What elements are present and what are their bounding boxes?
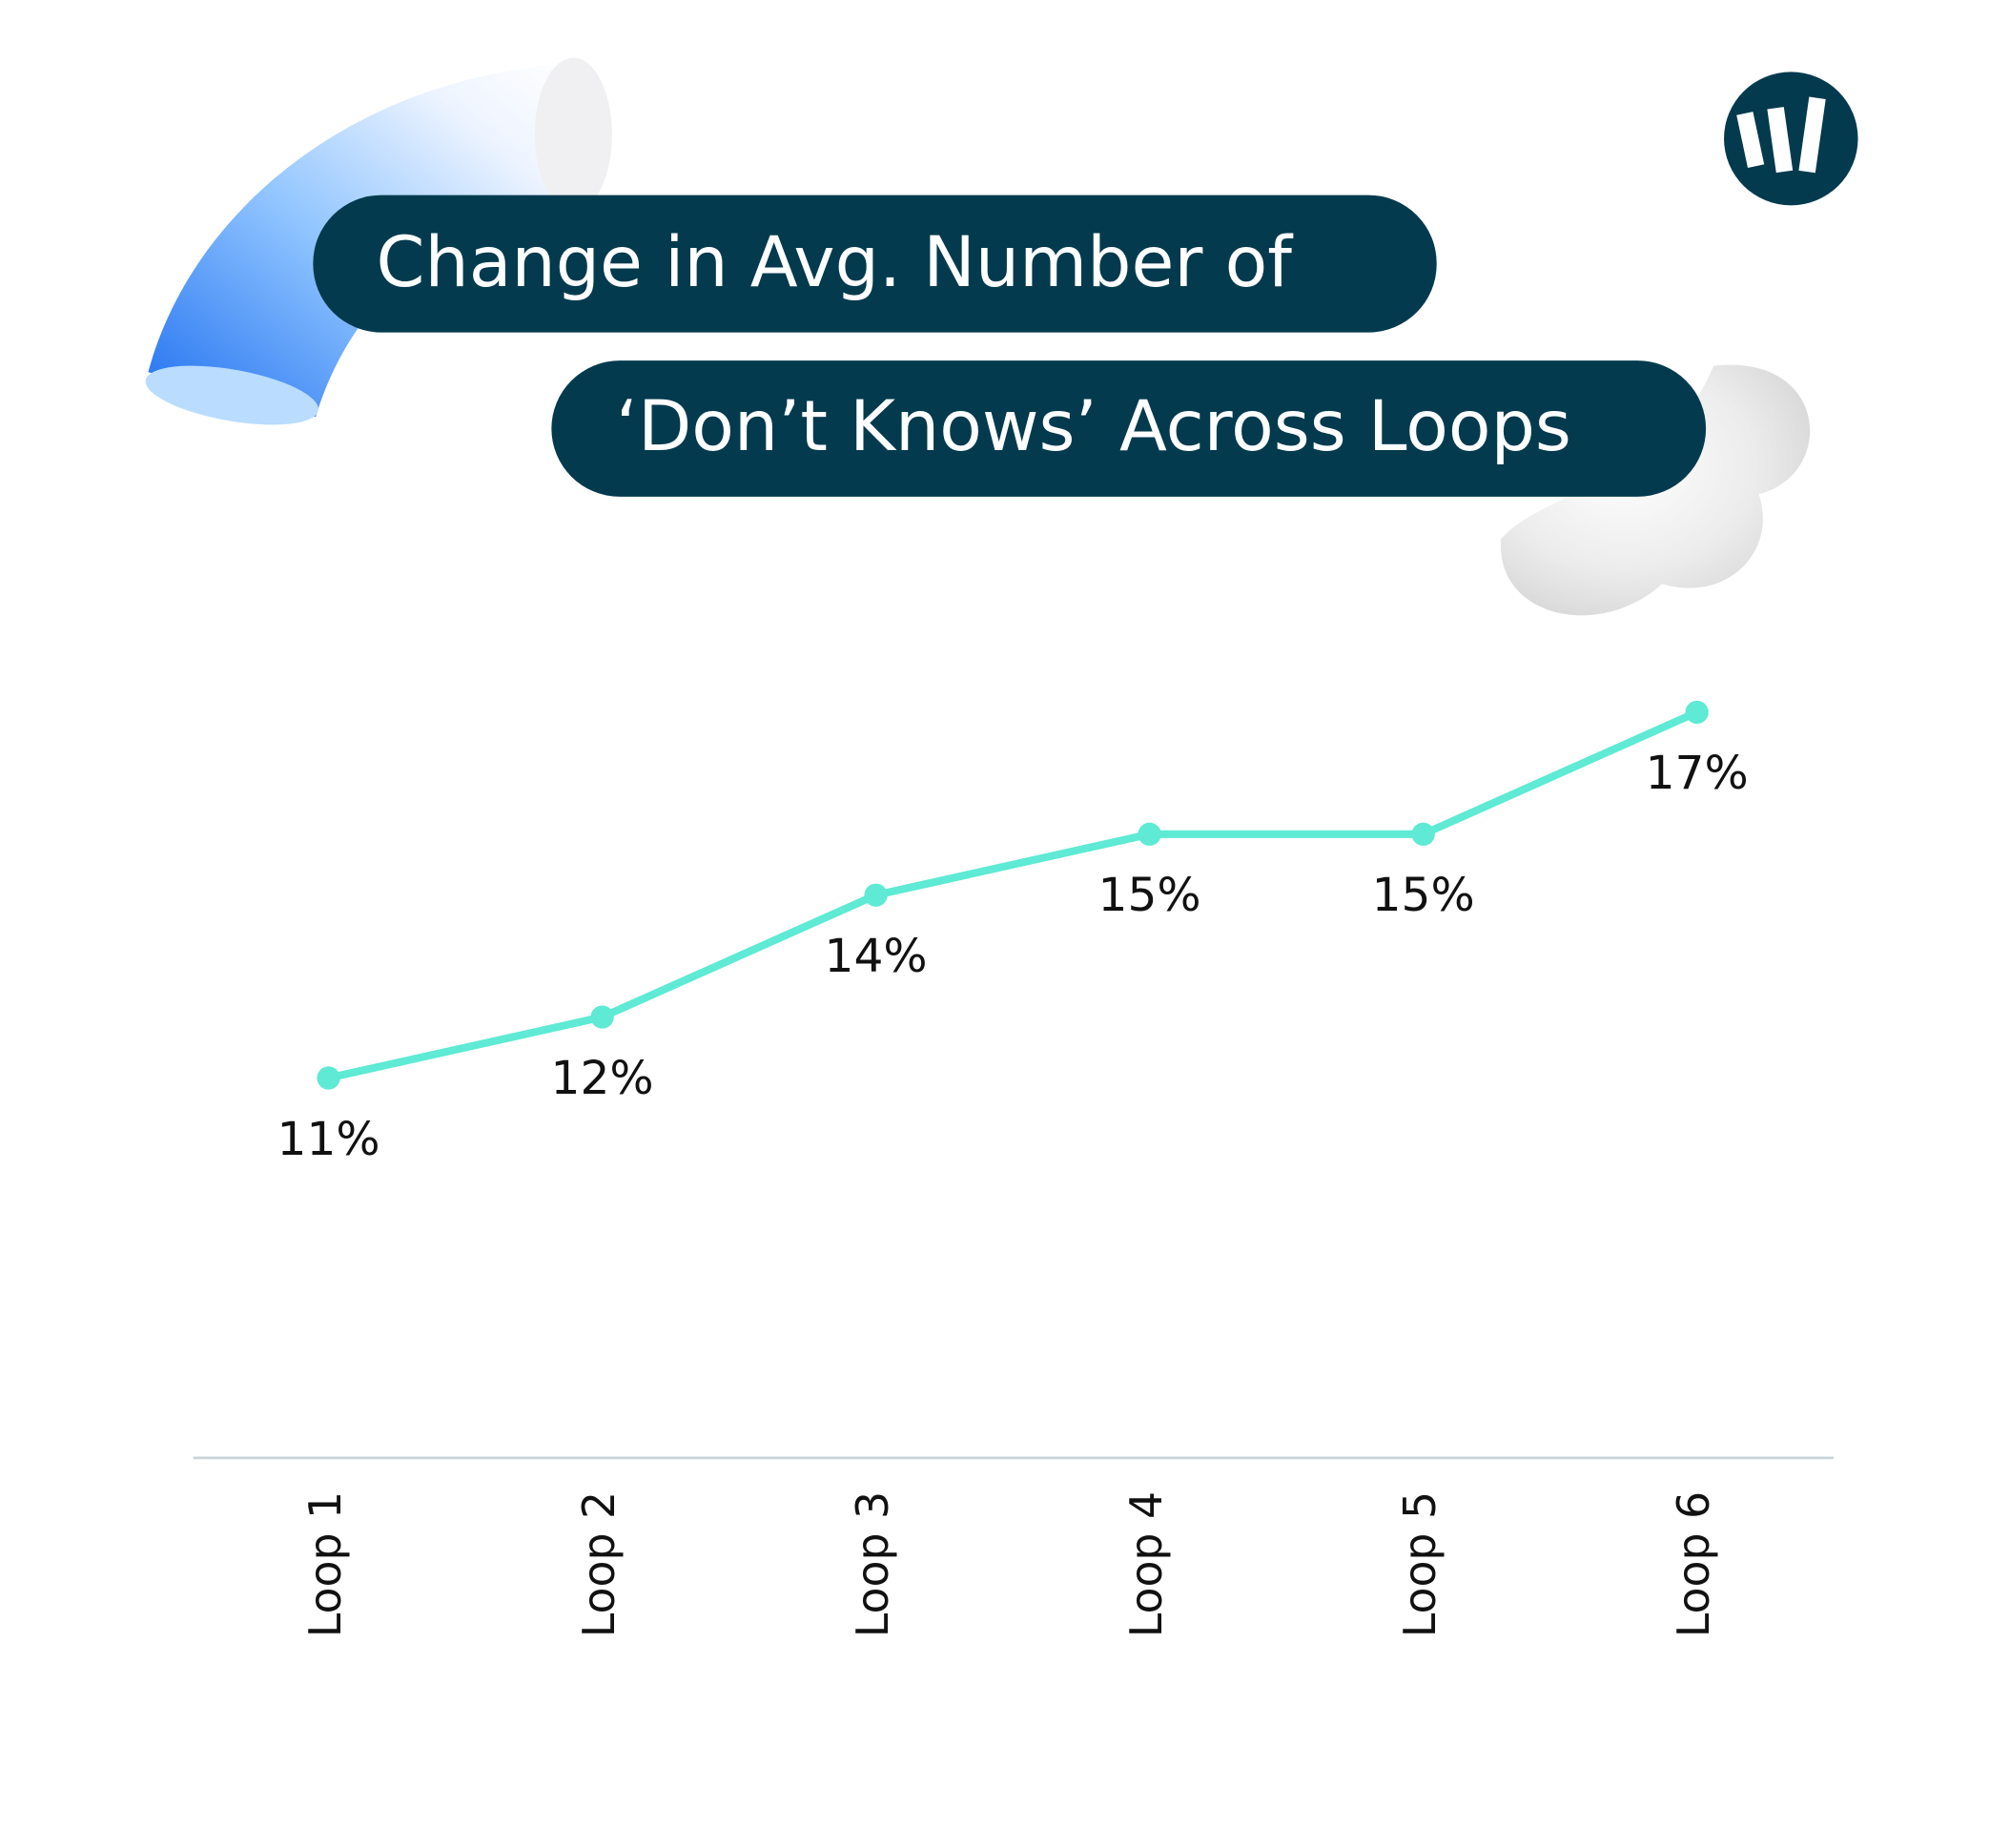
x-tick-label: Loop 4 <box>1120 1491 1172 1637</box>
point <box>1138 822 1161 846</box>
point <box>1685 700 1709 725</box>
point <box>864 883 888 907</box>
data-label: 15% <box>1098 869 1201 922</box>
chart-title: Change in Avg. Number of <box>377 222 1295 303</box>
x-tick-label: Loop 6 <box>1668 1491 1719 1637</box>
data-label: 14% <box>825 930 928 983</box>
point <box>590 1005 614 1029</box>
logo-mark <box>1767 107 1794 174</box>
decoration <box>145 57 1858 616</box>
chart-title: ‘Don’t Knows’ Across Loops <box>616 386 1571 467</box>
data-label: 17% <box>1646 747 1749 800</box>
logo-mark <box>1736 112 1765 169</box>
pipe-end <box>145 365 318 425</box>
title-pill <box>551 360 1707 497</box>
point <box>1411 822 1435 846</box>
data-label: 11% <box>277 1113 380 1166</box>
x-tick-label: Loop 1 <box>299 1491 351 1637</box>
x-tick-label: Loop 5 <box>1394 1491 1446 1637</box>
logo-mark <box>1798 96 1826 174</box>
x-tick-label: Loop 3 <box>847 1491 898 1637</box>
data-label: 15% <box>1372 869 1475 922</box>
title-pill <box>313 195 1437 333</box>
pipe-end <box>534 57 612 213</box>
line <box>327 708 1699 1082</box>
x-tick-label: Loop 2 <box>573 1491 625 1637</box>
point <box>317 1066 340 1090</box>
data-label: 12% <box>551 1052 654 1105</box>
